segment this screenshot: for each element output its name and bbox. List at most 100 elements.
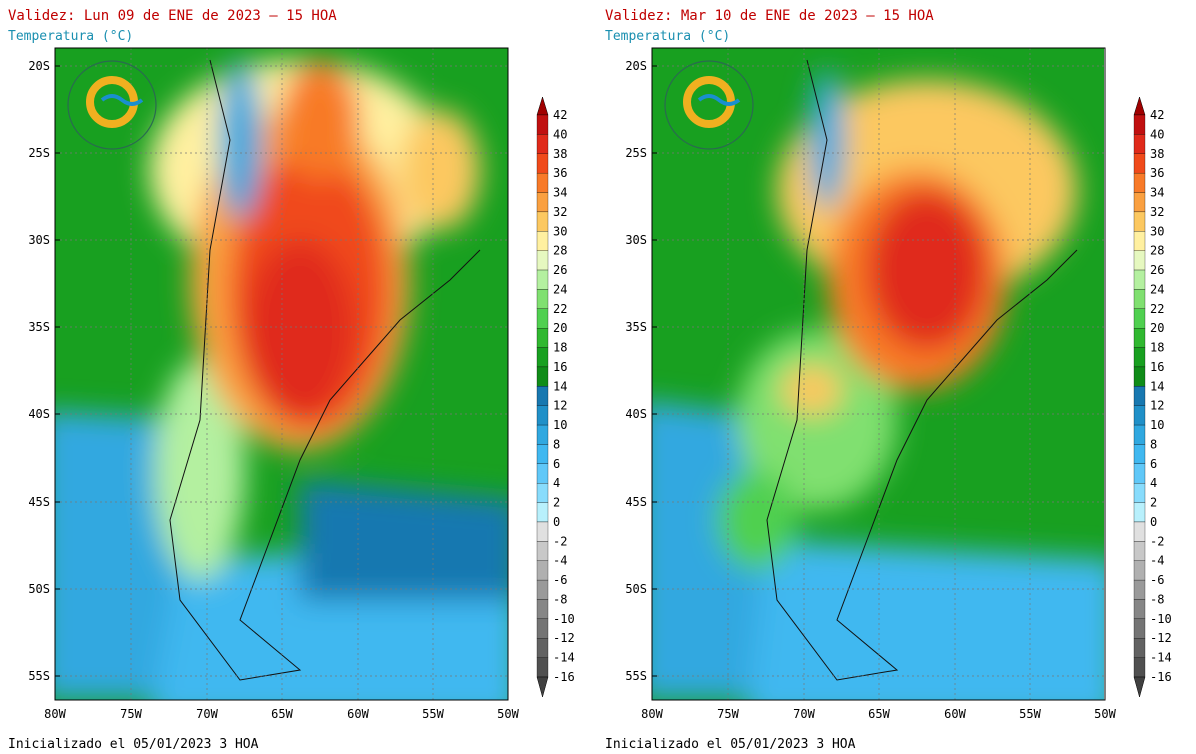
colorbar-label: -6 (553, 573, 567, 587)
colorbar-band (536, 308, 549, 329)
colorbar-label: 6 (1150, 457, 1157, 471)
colorbar-label: 20 (553, 321, 567, 335)
colorbar-label: 12 (1150, 399, 1164, 413)
colorbar-band (1133, 134, 1146, 154)
colorbar-band (536, 172, 549, 193)
colorbar-label: 18 (1150, 341, 1164, 355)
colorbar-band (536, 134, 549, 154)
colorbar-band (536, 269, 549, 290)
lon-label: 65W (868, 707, 890, 721)
colorbar-label: 10 (1150, 418, 1164, 432)
colorbar-label: 16 (1150, 360, 1164, 374)
field-area (867, 190, 987, 350)
colorbar-over (536, 96, 549, 116)
colorbar-band (1133, 192, 1146, 213)
colorbar-band (1133, 269, 1146, 290)
map-panel: Validez: Mar 10 de ENE de 2023 — 15 HOA T… (605, 8, 1172, 752)
panel-footer: Inicializado el 05/01/2023 3 HOA (605, 737, 856, 750)
lon-label: 80W (641, 707, 663, 721)
field-blobs (55, 60, 508, 700)
colorbar-label: 36 (553, 166, 567, 180)
lon-label: 80W (44, 707, 66, 721)
colorbar-band (1133, 114, 1146, 135)
colorbar-label: 2 (553, 496, 560, 510)
colorbar-band (536, 250, 549, 271)
lon-label: 50W (497, 707, 519, 721)
field-area (717, 470, 797, 570)
colorbar-under (536, 676, 549, 698)
colorbar-label: 14 (1150, 379, 1164, 393)
lon-label: 70W (793, 707, 815, 721)
colorbar-label: 22 (1150, 302, 1164, 316)
lat-label: 30S (28, 233, 50, 247)
colorbar-band (1133, 250, 1146, 271)
colorbar-band (536, 328, 549, 348)
colorbar-label: 38 (1150, 147, 1164, 161)
colorbar-label: 22 (553, 302, 567, 316)
colorbar-label: 24 (1150, 282, 1164, 296)
colorbar-label: -10 (1150, 612, 1172, 626)
colorbar-band (536, 424, 549, 445)
colorbar-label: 40 (553, 127, 567, 141)
colorbar-label: 40 (1150, 127, 1164, 141)
colorbar: 424038363432302826242220181614121086420-… (536, 96, 575, 698)
colorbar-band (536, 599, 549, 620)
colorbar-band (536, 211, 549, 232)
colorbar-band (1133, 386, 1146, 406)
map-panel: Validez: Lun 09 de ENE de 2023 — 15 HOA T… (8, 8, 575, 752)
logo-ring (664, 60, 754, 150)
lat-label: 40S (625, 407, 647, 421)
logo-wave (100, 94, 144, 106)
colorbar-label: 42 (553, 108, 567, 122)
lat-label: 25S (625, 146, 647, 160)
colorbar-over (1133, 96, 1146, 116)
colorbar-label: 0 (553, 515, 560, 529)
colorbar-band (536, 483, 549, 503)
colorbar-band (536, 541, 549, 561)
lon-label: 75W (717, 707, 739, 721)
field-area (155, 360, 245, 580)
colorbar-band (1133, 444, 1146, 464)
field-area (782, 365, 842, 415)
lat-label: 55S (28, 669, 50, 683)
lat-label: 30S (625, 233, 647, 247)
panel-title: Validez: Lun 09 de ENE de 2023 — 15 HOA (8, 8, 337, 24)
colorbar-band (536, 153, 549, 174)
colorbar-label: 10 (553, 418, 567, 432)
colorbar-band (536, 192, 549, 213)
lat-label: 50S (28, 582, 50, 596)
colorbar-band (1133, 657, 1146, 678)
panel-subtitle: Temperatura (°C) (605, 29, 730, 44)
lat-label: 55S (625, 669, 647, 683)
colorbar-label: -14 (1150, 651, 1172, 665)
lon-label: 55W (1019, 707, 1041, 721)
colorbar-label: -12 (1150, 631, 1172, 645)
field-area (300, 480, 508, 600)
colorbar-label: -10 (553, 612, 575, 626)
colorbar-band (1133, 638, 1146, 658)
colorbar-label: 42 (1150, 108, 1164, 122)
colorbar-band (536, 638, 549, 658)
colorbar-band (536, 618, 549, 639)
colorbar-label: -14 (553, 651, 575, 665)
lon-label: 50W (1094, 707, 1116, 721)
lat-label: 25S (28, 146, 50, 160)
colorbar-band (1133, 599, 1146, 620)
colorbar-label: 8 (553, 437, 560, 451)
colorbar-band (1133, 211, 1146, 232)
colorbar-band (536, 289, 549, 309)
colorbar-band (1133, 231, 1146, 251)
colorbar-band (1133, 463, 1146, 484)
colorbar-band (1133, 502, 1146, 523)
colorbar-band (536, 579, 549, 600)
colorbar-band (536, 463, 549, 484)
colorbar-band (536, 366, 549, 387)
colorbar-label: 12 (553, 399, 567, 413)
colorbar-label: -6 (1150, 573, 1164, 587)
colorbar-band (1133, 289, 1146, 309)
map-frame (651, 47, 1106, 701)
colorbar-label: 32 (1150, 205, 1164, 219)
lon-label: 75W (120, 707, 142, 721)
colorbar-label: 36 (1150, 166, 1164, 180)
colorbar-band (1133, 579, 1146, 600)
